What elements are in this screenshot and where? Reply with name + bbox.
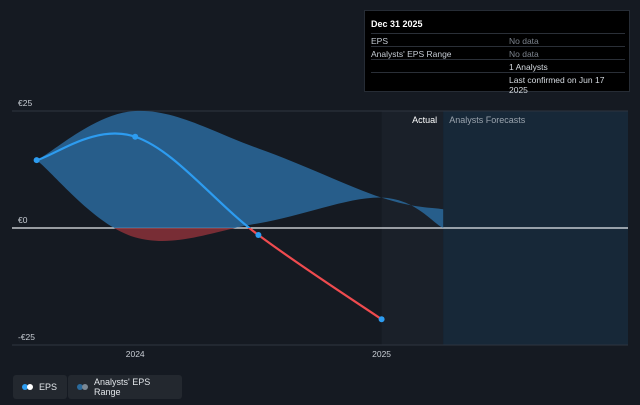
tooltip-range-value: No data [509, 49, 539, 59]
y-tick-label: €25 [18, 98, 32, 108]
tooltip-analysts-value: 1 Analysts [509, 62, 548, 72]
y-tick-label: €0 [18, 215, 28, 225]
eps-point [255, 232, 262, 239]
legend-item-analysts-eps-range[interactable]: Analysts' EPS Range [68, 375, 182, 399]
eps-line [36, 132, 383, 321]
legend-range-label: Analysts' EPS Range [94, 377, 151, 397]
tooltip-confirmed-value: Last confirmed on Jun 17 2025 [509, 75, 605, 95]
eps-point [132, 133, 139, 140]
x-tick-label: 2025 [372, 349, 391, 359]
tooltip: Dec 31 2025 EPS No data Analysts' EPS Ra… [364, 10, 630, 95]
tooltip-row-analysts: 1 Analysts [371, 59, 625, 72]
tooltip-range-label: Analysts' EPS Range [371, 49, 452, 59]
y-tick-label: -€25 [18, 332, 35, 342]
range-legend-icon [77, 384, 88, 390]
x-tick-label: 2024 [126, 349, 145, 359]
tooltip-row-eps: EPS No data [371, 33, 625, 46]
tooltip-eps-value: No data [509, 36, 539, 46]
tooltip-eps-label: EPS [371, 36, 389, 46]
eps-points [33, 133, 385, 323]
tooltip-row-range: Analysts' EPS Range No data [371, 46, 625, 59]
forecast-label: Analysts Forecasts [449, 115, 526, 125]
gridlines [12, 110, 628, 346]
analysts-eps-range-area [36, 110, 444, 241]
actual-label: Actual [412, 115, 437, 125]
legend-eps-label: EPS [39, 382, 58, 392]
eps-point [378, 316, 385, 323]
axis-labels: €25 €0 -€25 2024 2025 [18, 98, 391, 359]
eps-legend-icon [22, 384, 33, 390]
eps-line-negative [247, 228, 383, 321]
legend-item-eps[interactable]: EPS [13, 375, 67, 399]
range-area-negative [114, 228, 444, 241]
eps-line-positive [36, 132, 252, 228]
eps-point [33, 157, 40, 164]
tooltip-row-confirmed: Last confirmed on Jun 17 2025 [371, 72, 625, 95]
tooltip-date: Dec 31 2025 [371, 19, 423, 29]
range-area-positive [36, 110, 444, 228]
